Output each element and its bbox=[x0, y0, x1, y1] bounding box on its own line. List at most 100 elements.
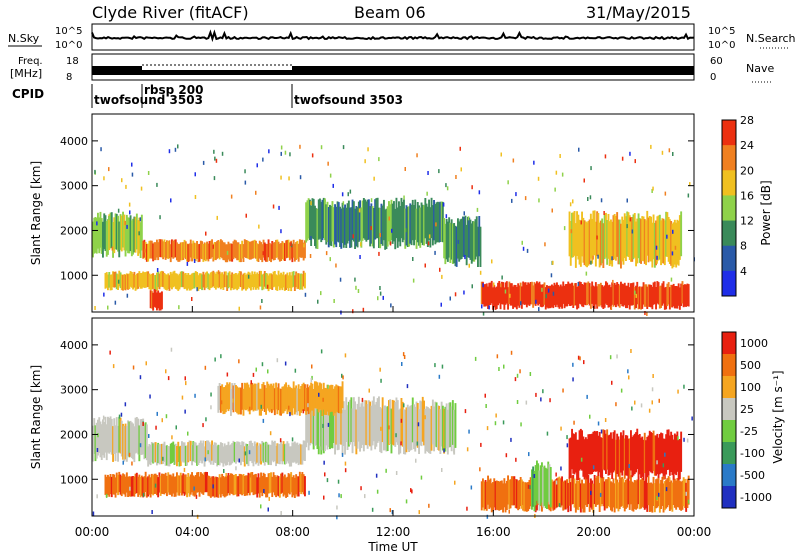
velocity-cell bbox=[641, 436, 644, 477]
velocity-cell bbox=[331, 384, 334, 412]
velocity-cell bbox=[344, 409, 346, 455]
velocity-cell bbox=[310, 398, 313, 443]
power-speckle bbox=[174, 147, 177, 152]
power-cell bbox=[633, 213, 636, 258]
velocity-cell bbox=[228, 382, 231, 410]
power-cell bbox=[312, 198, 315, 240]
power-cell bbox=[167, 241, 170, 259]
velocity-cell bbox=[226, 444, 229, 466]
power-speckle bbox=[552, 260, 554, 265]
velocity-cell bbox=[282, 386, 285, 414]
power-speckle bbox=[259, 305, 262, 310]
power-speckle bbox=[590, 260, 592, 265]
velocity-cell bbox=[571, 428, 573, 470]
power-speckle bbox=[327, 161, 329, 166]
velocity-speckle bbox=[175, 425, 177, 430]
power-cell bbox=[135, 213, 138, 250]
power-cell bbox=[232, 274, 235, 290]
power-cell bbox=[176, 242, 178, 261]
velocity-cell bbox=[201, 473, 203, 494]
power-cell bbox=[572, 212, 575, 258]
velocity-speckle bbox=[132, 365, 135, 370]
power-cell bbox=[236, 242, 239, 261]
power-cell bbox=[189, 239, 192, 258]
colorbar-tick-label: 20 bbox=[740, 164, 754, 177]
velocity-speckle bbox=[470, 485, 473, 490]
velocity-cell bbox=[161, 473, 163, 494]
velocity-cell bbox=[232, 475, 235, 496]
power-speckle bbox=[478, 190, 481, 195]
velocity-cell bbox=[541, 462, 543, 503]
velocity-cell bbox=[645, 440, 647, 481]
velocity-cell bbox=[159, 475, 162, 496]
power-cell bbox=[602, 286, 605, 309]
power-cell bbox=[109, 212, 112, 249]
velocity-cell bbox=[630, 430, 632, 471]
power-speckle bbox=[217, 270, 220, 275]
velocity-cell bbox=[500, 480, 503, 510]
velocity-speckle bbox=[496, 354, 499, 359]
velocity-cell bbox=[602, 429, 605, 470]
velocity-cell bbox=[386, 406, 389, 451]
power-cell bbox=[597, 213, 600, 258]
power-speckle bbox=[299, 144, 301, 149]
power-cell bbox=[523, 282, 526, 305]
velocity-cell bbox=[278, 444, 281, 465]
power-cell bbox=[640, 287, 642, 310]
power-cell bbox=[140, 214, 143, 251]
power-speckle bbox=[299, 175, 302, 180]
velocity-speckle bbox=[555, 480, 558, 485]
power-cell bbox=[495, 286, 498, 309]
power-cell bbox=[603, 214, 606, 260]
velocity-speckle bbox=[262, 418, 265, 423]
velocity-cell bbox=[147, 446, 150, 467]
power-cell bbox=[189, 274, 192, 291]
nave-tick-low: 0 bbox=[710, 72, 716, 83]
velocity-speckle bbox=[542, 389, 544, 394]
velocity-cell bbox=[217, 385, 220, 413]
velocity-cell bbox=[98, 417, 101, 453]
velocity-speckle bbox=[577, 355, 580, 360]
velocity-speckle bbox=[268, 496, 270, 501]
power-cell bbox=[584, 221, 587, 267]
power-speckle bbox=[255, 277, 258, 282]
velocity-speckle bbox=[139, 375, 142, 380]
velocity-cell bbox=[181, 475, 183, 496]
power-cell bbox=[378, 207, 380, 248]
power-speckle bbox=[103, 176, 105, 181]
power-speckle bbox=[538, 198, 540, 203]
power-cell bbox=[620, 223, 622, 269]
power-cell bbox=[588, 219, 591, 265]
velocity-cell bbox=[319, 382, 321, 410]
power-cell bbox=[232, 241, 235, 260]
velocity-speckle bbox=[173, 479, 176, 484]
velocity-cell bbox=[332, 398, 335, 443]
power-cell bbox=[280, 243, 282, 261]
velocity-cell bbox=[324, 406, 326, 452]
velocity-cell bbox=[514, 479, 517, 509]
power-speckle bbox=[578, 147, 580, 152]
velocity-cell bbox=[643, 480, 646, 510]
velocity-cell bbox=[485, 481, 488, 511]
power-cell bbox=[405, 205, 408, 246]
velocity-speckle bbox=[521, 505, 524, 509]
power-cell bbox=[578, 219, 581, 265]
power-cell bbox=[153, 242, 156, 261]
power-cell bbox=[626, 285, 629, 309]
power-speckle bbox=[213, 149, 215, 154]
velocity-cell bbox=[178, 475, 181, 496]
power-cell bbox=[177, 275, 180, 291]
power-cell bbox=[110, 274, 113, 291]
power-cell bbox=[240, 271, 242, 288]
power-cell bbox=[258, 270, 261, 287]
velocity-speckle bbox=[634, 400, 636, 405]
velocity-speckle bbox=[308, 490, 310, 495]
velocity-cell bbox=[666, 478, 669, 508]
velocity-cell bbox=[369, 401, 372, 447]
power-cell bbox=[163, 239, 166, 258]
nave-tick-high: 60 bbox=[710, 56, 723, 67]
velocity-cell bbox=[435, 402, 438, 448]
velocity-speckle bbox=[129, 486, 131, 491]
velocity-cell bbox=[681, 480, 684, 510]
power-cell bbox=[261, 274, 264, 291]
